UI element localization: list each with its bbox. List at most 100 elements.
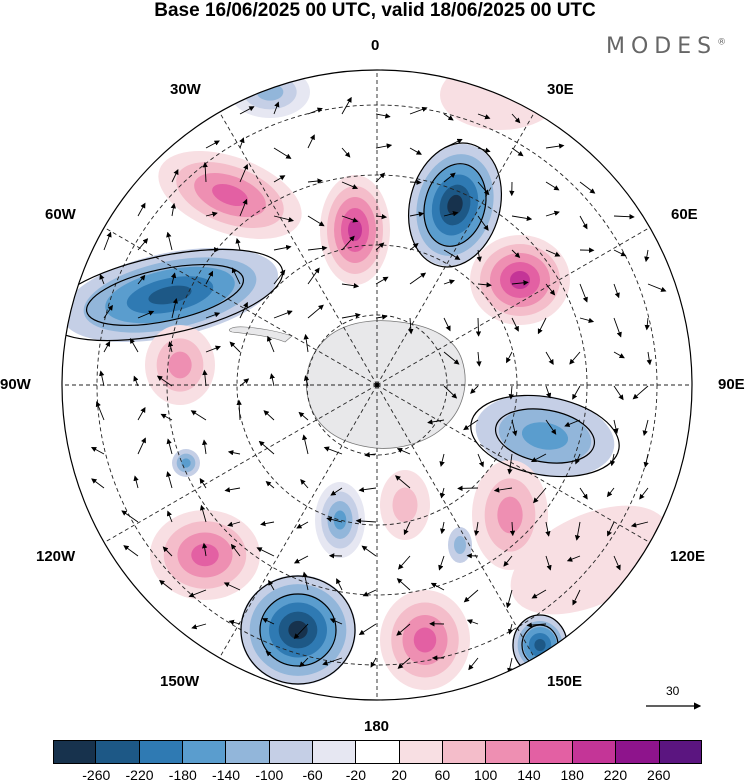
wind-vector [299,657,309,668]
contour-line [85,264,245,326]
anomaly-shading [454,536,466,554]
wind-vector [579,317,595,324]
wind-vector [103,231,112,251]
wind-vector [296,521,309,529]
wind-vector [239,163,249,183]
meridian-line [219,384,378,659]
wind-vector [230,543,241,557]
colorbar-box [529,740,573,764]
meridian-line [376,111,535,386]
wind-vector [375,113,391,119]
wind-vector [396,578,411,591]
wind-vector [99,273,105,285]
wind-vector [159,579,173,591]
wind-vector [137,437,146,455]
wind-vector [191,623,207,630]
wind-vector [293,555,309,564]
wind-vector [166,510,173,523]
wind-vector [533,487,547,504]
wind-vector [613,555,621,571]
wind-vector [273,310,293,319]
wind-vector [430,582,445,591]
meridian-line [376,384,535,659]
colorbar-box [572,740,617,764]
wind-vector [579,215,588,230]
wind-vector [566,555,581,562]
wind-vector [235,238,241,251]
wind-vector [358,487,377,493]
wind-vector [408,317,414,335]
wind-vector [330,487,343,496]
wind-vector [375,276,389,285]
wind-vector [443,249,461,260]
colorbar-tick-label: 60 [434,767,451,783]
wind-vector [572,589,581,606]
wind-vector [137,406,146,421]
colorbar-box [53,740,97,764]
wind-vector [166,471,173,489]
wind-vector [427,419,445,425]
anomaly-shading [288,620,308,640]
wind-vector [439,453,445,467]
colorbar-box [226,740,270,764]
wind-vector [228,619,241,625]
wind-vector [166,438,173,455]
wind-vector [137,202,146,217]
wind-vector [205,312,221,319]
wind-vector [569,351,581,365]
meridian-line [103,384,378,543]
anomaly-shading [447,194,463,216]
wind-vector [223,582,241,591]
wind-vector [202,439,208,455]
map-boundary [61,69,693,701]
wind-vector [511,147,524,157]
wind-vector [307,245,328,251]
wind-vector [227,521,241,527]
colorbar-box [139,740,183,764]
wind-vector [613,283,620,299]
colorbar-tick-label: 260 [647,767,671,783]
wind-vector [613,317,622,338]
wind-vector [293,623,309,639]
lon-label-180: 180 [364,718,390,735]
wind-vector [307,304,324,319]
anomaly-shading [148,285,192,305]
wind-vector [443,113,454,121]
wind-vector [409,147,422,155]
wind-vector [202,161,208,183]
wind-vector [303,333,309,353]
wind-vector [227,450,241,456]
wind-vector [509,521,516,537]
wind-vector [362,589,377,597]
wind-vector [579,283,588,303]
wind-vector [545,181,560,191]
wind-vector [239,198,248,217]
wind-vector [644,317,650,331]
wind-vector [103,341,111,353]
lon-label-150e: 150E [547,673,583,690]
wind-vector [606,487,615,498]
anomaly-shading [392,487,418,523]
wind-vector [564,419,581,427]
wind-vector [229,341,241,353]
lon-label-90w: 90W [0,376,31,393]
wind-vector [511,280,529,286]
wind-vector [503,555,513,567]
wind-vector [613,385,624,401]
registered-mark: ® [717,37,727,48]
meridian-line [376,227,651,386]
wind-vector [477,181,490,196]
wind-vector [607,521,615,537]
wind-vector [341,215,359,223]
anomaly-shading [521,422,569,450]
meridian-line [219,111,378,386]
wind-vector [443,211,459,217]
colorbar-box [442,740,487,764]
wind-vector [632,385,649,400]
wind-vector [443,351,460,365]
wind-vector [545,419,557,435]
wind-vector [137,274,146,285]
wind-vector [239,137,245,149]
wind-vector [298,411,309,421]
wind-vector [397,555,411,570]
